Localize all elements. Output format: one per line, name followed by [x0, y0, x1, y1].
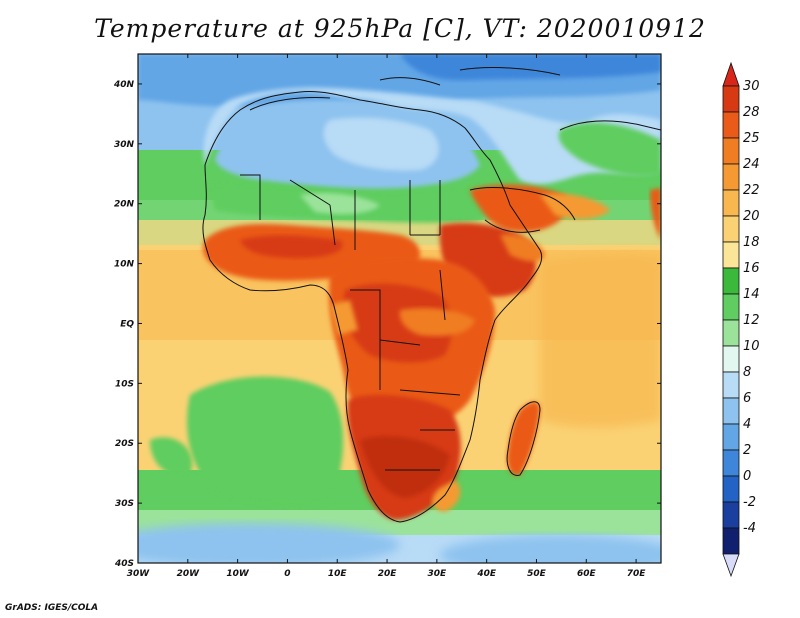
colorbar-swatch: [722, 267, 740, 295]
grads-credit: GrADS: IGES/COLA: [5, 603, 99, 613]
temperature-field: [138, 54, 661, 563]
colorbar-label: 8: [743, 365, 751, 380]
lat-tick-label: 20S: [115, 439, 134, 449]
colorbar-swatch: [722, 137, 740, 165]
colorbar-swatch: [722, 371, 740, 399]
map-frame: [137, 53, 662, 564]
colorbar-label: 16: [743, 261, 760, 276]
lon-tick-label: 20E: [378, 569, 398, 579]
lon-tick-label: 40E: [476, 569, 497, 579]
colorbar-label: 30: [743, 79, 760, 94]
lon-tick-label: 60E: [577, 569, 597, 579]
colorbar-label: 4: [743, 417, 751, 432]
colorbar-label: 12: [743, 313, 760, 328]
colorbar-swatch: [722, 527, 740, 555]
colorbar-swatch: [722, 163, 740, 191]
lat-tick-label: EQ: [120, 319, 134, 329]
coastlines: [202, 67, 661, 523]
lon-tick-label: 30E: [428, 569, 448, 579]
lat-tick-label: 10S: [115, 379, 134, 389]
colorbar-label: 14: [743, 287, 760, 302]
lon-tick-label: 70E: [627, 569, 647, 579]
lon-tick-label: 50E: [527, 569, 547, 579]
colorbar-swatch: [722, 501, 740, 529]
colorbar-swatch: [722, 293, 740, 321]
colorbar-swatch: [722, 397, 740, 425]
colorbar-swatch: [722, 319, 740, 347]
lat-tick-label: 10N: [114, 260, 135, 270]
lon-tick-label: 30W: [127, 569, 151, 579]
latitude-axis: 40N 30N 20N 10N EQ 10S 20S 30S 40S: [113, 80, 661, 569]
colorbar-top-arrow: [722, 61, 740, 87]
colorbar-swatch: [722, 475, 740, 503]
colorbar-label: 24: [743, 157, 760, 172]
colorbar-label: 20: [743, 209, 760, 224]
lat-tick-label: 40N: [113, 80, 135, 90]
lat-tick-label: 40S: [114, 559, 134, 569]
lon-tick-label: 20W: [177, 569, 201, 579]
lon-tick-label: 10E: [328, 569, 348, 579]
lon-tick-label: 0: [284, 569, 290, 579]
colorbar-swatch: [722, 423, 740, 451]
colorbar-label: 2: [743, 443, 751, 458]
colorbar-bottom-arrow: [722, 553, 740, 578]
colorbar-label: -4: [743, 521, 756, 536]
lon-tick-label: 10W: [226, 569, 250, 579]
colorbar-swatch: [722, 111, 740, 139]
colorbar-swatch: [722, 215, 740, 243]
colorbar-swatch: [722, 345, 740, 373]
colorbar-label: 10: [743, 339, 760, 354]
colorbar-swatch: [722, 449, 740, 477]
colorbar-label: 18: [743, 235, 760, 250]
colorbar-label: 25: [743, 131, 760, 146]
colorbar-swatch: [722, 85, 740, 113]
longitude-axis: 30W 20W 10W 0 10E 20E 30E 40E 50E 60E 70E: [127, 54, 647, 579]
colorbar-label: 22: [743, 183, 760, 198]
chart-title: Temperature at 925hPa [C], VT: 202001091…: [94, 14, 706, 43]
colorbar-label: -2: [743, 495, 756, 510]
colorbar-label: 6: [743, 391, 751, 406]
colorbar-swatch: [722, 189, 740, 217]
colorbar-swatch: [722, 241, 740, 269]
lat-tick-label: 30S: [115, 499, 134, 509]
lat-tick-label: 20N: [114, 200, 135, 210]
lat-tick-label: 30N: [114, 140, 135, 150]
colorbar-label: 0: [743, 469, 751, 484]
colorbar-label: 28: [743, 105, 760, 120]
